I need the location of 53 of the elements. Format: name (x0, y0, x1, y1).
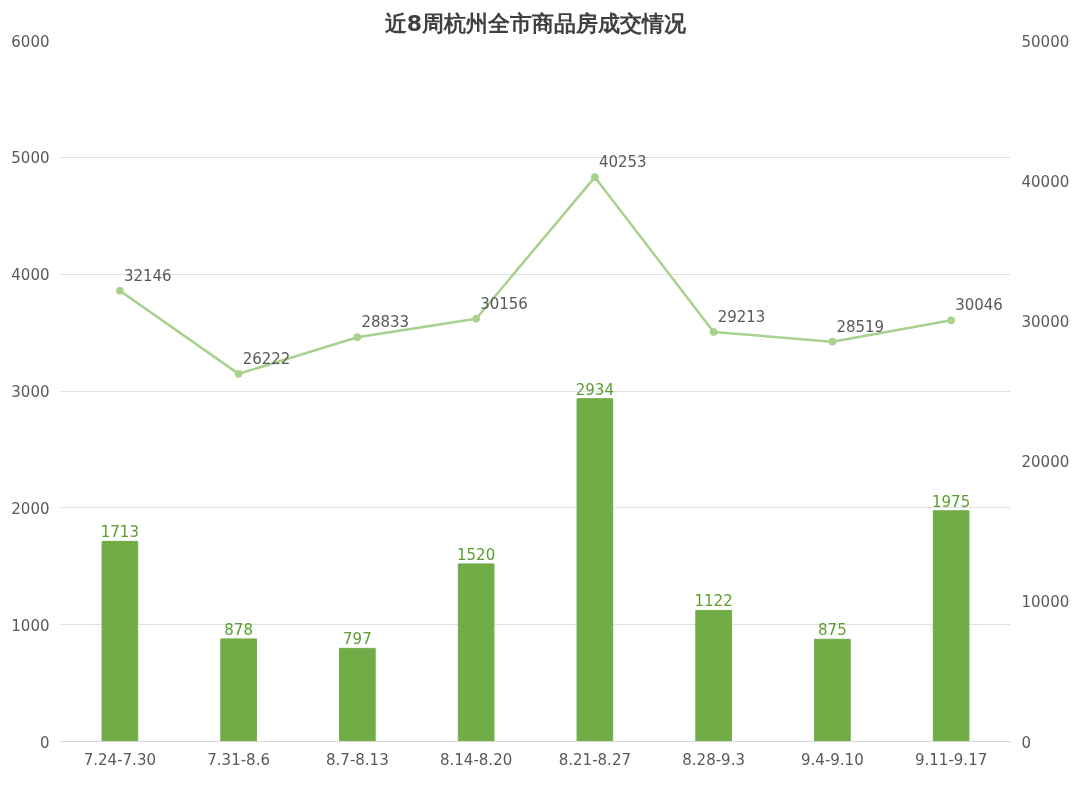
point (234, 369, 243, 378)
data-label: 32146 (123, 266, 172, 285)
data-label: 29213 (717, 307, 766, 326)
chart-title: 近8周杭州全市商品房成交情况 (383, 10, 688, 36)
y-tick-label: 3000 (11, 383, 50, 401)
data-label: 26222 (242, 349, 291, 368)
bar (932, 510, 970, 742)
y2-tick-label: 50000 (1021, 32, 1070, 51)
data-label: 1520 (457, 545, 496, 564)
y2-tick-label: 0 (1021, 733, 1032, 752)
data-label: 28833 (361, 313, 410, 332)
bar (814, 638, 851, 742)
point (828, 337, 837, 346)
y2-tick-label: 20000 (1021, 453, 1070, 472)
point (709, 327, 718, 336)
bar (457, 563, 495, 742)
bar (339, 647, 376, 742)
y2-tick-label: 10000 (1021, 593, 1070, 612)
data-label: 2934 (575, 380, 614, 399)
point (590, 173, 599, 182)
data-label: 1122 (694, 592, 733, 611)
data-label: 878 (224, 620, 253, 639)
point (353, 333, 362, 342)
bar (220, 638, 257, 742)
y2-tick-label: 40000 (1021, 172, 1070, 191)
point (115, 286, 124, 295)
x-tick-label: 8.7-8.13 (326, 750, 389, 769)
data-label: 1713 (100, 523, 139, 542)
point (947, 316, 956, 325)
y-tick-label: 6000 (11, 32, 50, 51)
bar (695, 609, 732, 742)
bar (576, 398, 614, 742)
x-tick-label: 8.28-9.3 (682, 750, 745, 769)
data-label: 1975 (932, 492, 971, 511)
x-tick-label: 9.11-9.17 (915, 750, 988, 769)
data-label: 40253 (598, 153, 647, 172)
y2-tick-label: 30000 (1021, 312, 1070, 331)
x-tick-label: 8.21-8.27 (558, 750, 631, 769)
data-label: 797 (343, 630, 372, 649)
bar (101, 540, 139, 742)
y-tick-label: 2000 (11, 499, 50, 518)
y-tick-label: 4000 (11, 266, 50, 285)
x-tick-label: 7.31-8.6 (207, 750, 270, 769)
y-tick-label: 0 (39, 733, 50, 752)
x-tick-label: 7.24-7.30 (83, 750, 156, 769)
data-label: 28519 (836, 317, 885, 336)
x-tick-label: 8.14-8.20 (440, 750, 513, 769)
x-tick-label: 9.4-9.10 (801, 750, 864, 769)
data-label: 30046 (955, 296, 1003, 315)
y-tick-label: 5000 (11, 149, 50, 168)
point (472, 314, 481, 323)
y-tick-label: 1000 (11, 616, 50, 635)
data-label: 875 (818, 621, 847, 640)
